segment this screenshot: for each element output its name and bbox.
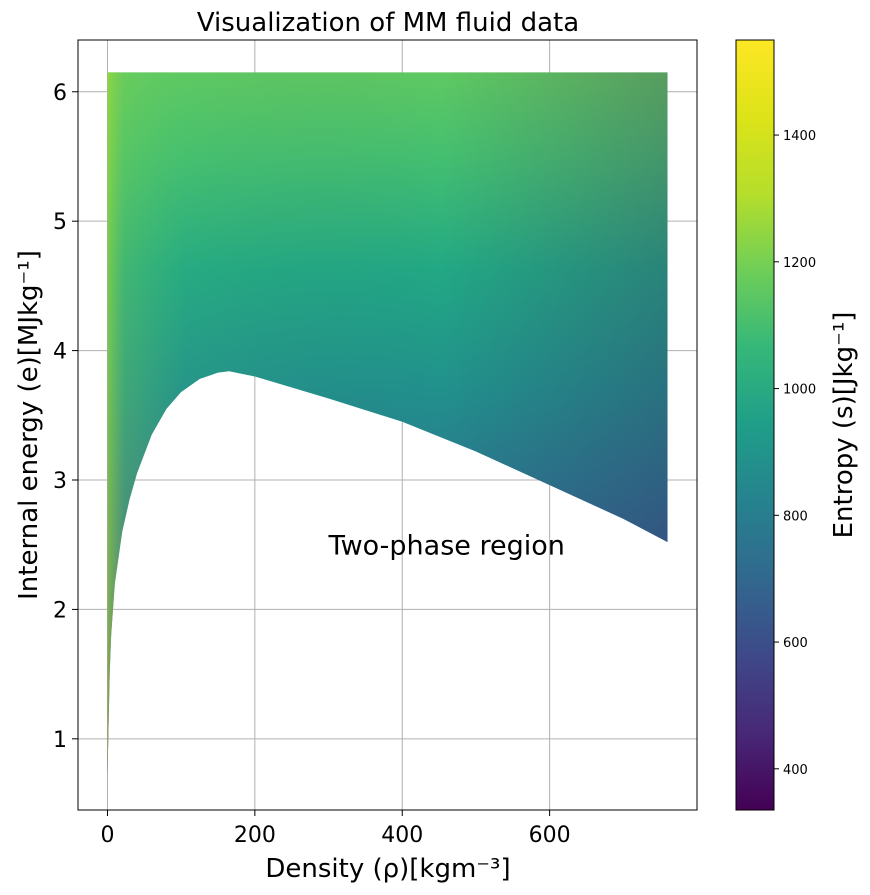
- colorbar-label: Entropy (s)[Jkg⁻¹]: [829, 312, 859, 539]
- y-axis-label: Internal energy (e)[MJkg⁻¹]: [14, 250, 44, 600]
- y-tick-label: 6: [53, 81, 67, 106]
- plot-area-frame: [77, 39, 698, 811]
- x-axis-label: Density (ρ)[kgm⁻³]: [265, 854, 510, 884]
- x-tick-label: 200: [234, 823, 276, 848]
- x-tick-label: 400: [381, 823, 423, 848]
- y-tick-label: 5: [53, 210, 67, 235]
- x-tick-label: 600: [529, 823, 571, 848]
- colorbar-tick-label: 1200: [783, 256, 816, 271]
- y-tick-label: 1: [53, 728, 67, 753]
- y-tick-label: 4: [53, 340, 67, 365]
- scatter-points-shading: [107, 72, 668, 776]
- x-tick-label: 0: [100, 823, 114, 848]
- y-tick-label: 2: [53, 598, 67, 623]
- colorbar-ticks: 400 600 800 1000 1200 1400: [774, 129, 816, 778]
- x-axis-ticks: 0 200 400 600: [100, 810, 571, 848]
- colorbar-tick-label: 400: [783, 763, 808, 778]
- chart-title: Visualization of MM fluid data: [197, 8, 579, 38]
- scatter-field: [107, 72, 668, 776]
- y-axis-ticks: 1 2 3 4 5 6: [53, 81, 78, 753]
- colorbar-tick-label: 1400: [783, 129, 816, 144]
- two-phase-annotation: Two-phase region: [328, 531, 565, 562]
- colorbar-tick-label: 800: [783, 509, 808, 524]
- y-tick-label: 3: [53, 469, 67, 494]
- colorbar: [735, 39, 775, 811]
- colorbar-tick-label: 600: [783, 636, 808, 651]
- colorbar-tick-label: 1000: [783, 383, 816, 398]
